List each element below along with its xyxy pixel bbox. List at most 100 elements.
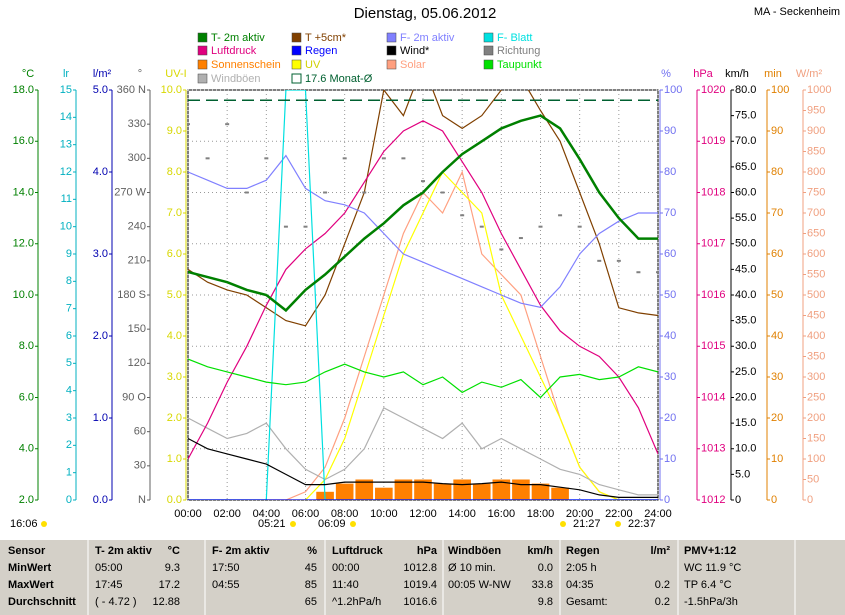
y-tick-label: 2.0: [93, 330, 108, 342]
table-cell: 2:05 h: [566, 562, 597, 574]
y-tick-label: 270 W: [114, 186, 146, 198]
table-cell: MinWert: [8, 562, 52, 574]
y-tick-label: 750: [807, 186, 825, 198]
legend-label: Richtung: [497, 45, 540, 57]
x-tick-label: 18:00: [527, 508, 555, 520]
y-tick-label: 80: [771, 166, 783, 178]
axis-unit: %: [661, 68, 671, 80]
time-annotation: 16:06: [10, 518, 38, 530]
table-header: °C: [168, 545, 180, 557]
legend-label: 17.6 Monat-Ø: [305, 73, 373, 85]
table-cell: 1016.6: [403, 596, 437, 608]
y-tick-label: 3.0: [93, 248, 108, 260]
x-tick-label: 08:00: [331, 508, 359, 520]
direction-dot: [264, 157, 269, 160]
y-tick-label: 6.0: [167, 248, 182, 260]
table-cell: 05:00: [95, 562, 123, 574]
station-name: MA - Seckenheim: [754, 6, 840, 18]
table-cell: 0.2: [655, 596, 670, 608]
table-cell: 85: [305, 579, 317, 591]
sun-icon: [560, 521, 566, 527]
axis-unit: l/m²: [93, 68, 112, 80]
table-background: [0, 540, 845, 615]
direction-dot: [518, 237, 523, 240]
y-tick-label: 700: [807, 207, 825, 219]
y-tick-label: 1.0: [167, 453, 182, 465]
y-tick-label: 60: [134, 426, 146, 438]
direction-dot: [538, 225, 543, 228]
direction-dot: [362, 191, 367, 194]
legend-label: Regen: [305, 45, 337, 57]
table-cell: 17.2: [159, 579, 180, 591]
y-tick-label: 1020: [701, 84, 725, 96]
series-line: [188, 90, 658, 327]
sun-icon: [41, 521, 47, 527]
legend-label: T- 2m aktiv: [211, 32, 265, 44]
table-header: hPa: [417, 545, 438, 557]
y-tick-label: 50.0: [735, 238, 756, 250]
direction-dot: [479, 225, 484, 228]
legend-swatch: [197, 73, 208, 84]
y-tick-label: 6: [66, 330, 72, 342]
y-tick-label: 1019: [701, 135, 725, 147]
series-layer: [188, 90, 658, 500]
table-cell: 0.0: [538, 562, 553, 574]
y-tick-label: 180 S: [117, 289, 146, 301]
table-header: Sensor: [8, 545, 46, 557]
direction-dot: [244, 191, 249, 194]
y-tick-label: 0: [735, 494, 741, 506]
table-header: Luftdruck: [332, 545, 384, 557]
x-tick-label: 10:00: [370, 508, 398, 520]
table-cell: MaxWert: [8, 579, 54, 591]
y-tick-label: 7.0: [167, 207, 182, 219]
y-tick-label: 450: [807, 309, 825, 321]
direction-dot: [401, 157, 406, 160]
direction-dot: [460, 214, 465, 217]
y-tick-label: 1012: [701, 494, 725, 506]
x-tick-label: 22:00: [605, 508, 633, 520]
direction-dot: [303, 225, 308, 228]
y-tick-label: 1.0: [93, 412, 108, 424]
table-header: F- 2m aktiv: [212, 545, 270, 557]
table-cell: 45: [305, 562, 317, 574]
y-tick-label: 550: [807, 268, 825, 280]
y-tick-label: 9: [66, 248, 72, 260]
y-tick-label: 30: [664, 371, 676, 383]
table-cell: 04:55: [212, 579, 240, 591]
y-tick-label: 40: [771, 330, 783, 342]
y-tick-label: 0: [771, 494, 777, 506]
y-tick-label: 8.0: [19, 340, 34, 352]
y-tick-label: 90: [664, 125, 676, 137]
table-cell: TP 6.4 °C: [684, 579, 732, 591]
time-annotation: 22:37: [628, 518, 656, 530]
x-tick-label: 04:00: [253, 508, 281, 520]
y-tick-label: 30.0: [735, 340, 756, 352]
y-tick-label: 400: [807, 330, 825, 342]
axis-unit: km/h: [725, 68, 749, 80]
y-tick-label: 1017: [701, 238, 725, 250]
y-tick-label: 14.0: [13, 186, 34, 198]
table-header: T- 2m aktiv: [95, 545, 153, 557]
y-tick-label: 12: [60, 166, 72, 178]
sunshine-bar: [355, 479, 374, 500]
table-header: Regen: [566, 545, 600, 557]
y-tick-label: 650: [807, 227, 825, 239]
y-tick-label: 10.0: [735, 443, 756, 455]
y-tick-label: 1000: [807, 84, 831, 96]
y-tick-label: 75.0: [735, 110, 756, 122]
y-tick-label: 13: [60, 139, 72, 151]
y-tick-label: 50: [807, 473, 819, 485]
y-tick-label: 65.0: [735, 161, 756, 173]
table-cell: Durchschnitt: [8, 596, 76, 608]
y-tick-label: 8: [66, 275, 72, 287]
x-tick-label: 14:00: [448, 508, 476, 520]
y-tick-label: 100: [664, 84, 682, 96]
table-header: l/m²: [650, 545, 670, 557]
series-line: [188, 406, 658, 496]
direction-dot: [283, 225, 288, 228]
axis-unit: min: [764, 68, 782, 80]
y-tick-label: 18.0: [13, 84, 34, 96]
y-tick-label: 100: [807, 453, 825, 465]
legend-swatch: [197, 59, 208, 70]
